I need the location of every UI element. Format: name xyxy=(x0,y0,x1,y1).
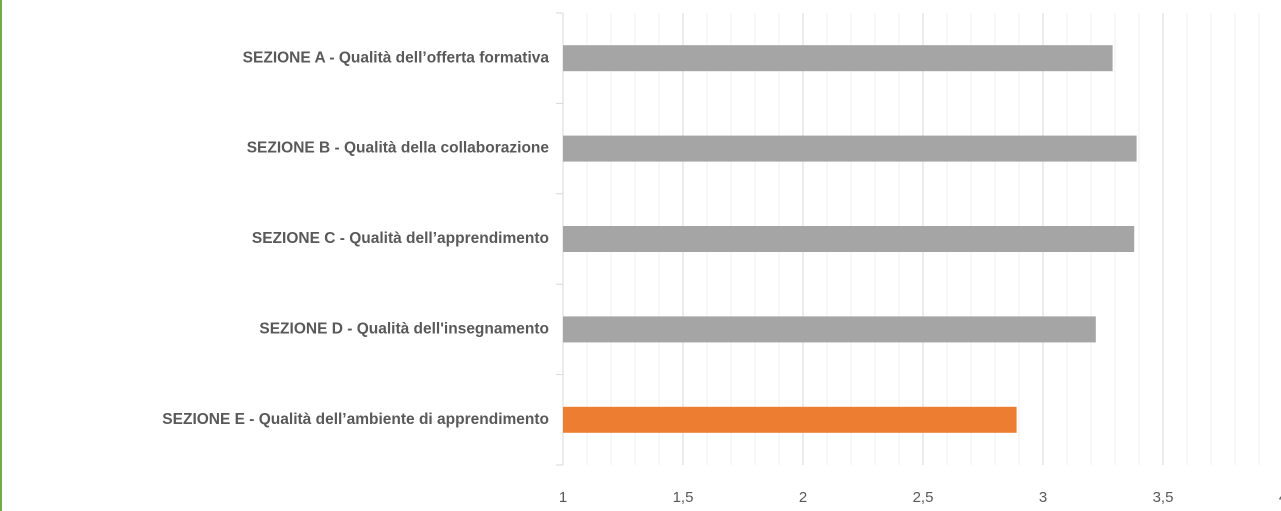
x-tick-label: 1 xyxy=(559,489,567,506)
y-tick-label: SEZIONE C - Qualità dell’apprendimento xyxy=(252,230,549,247)
bar xyxy=(563,45,1113,72)
x-tick-label: 1,5 xyxy=(673,489,694,506)
x-tick-label: 4 xyxy=(1279,489,1281,506)
x-tick-label: 3,5 xyxy=(1153,489,1174,506)
bar xyxy=(563,135,1137,162)
bar xyxy=(563,316,1096,343)
y-tick-label: SEZIONE A - Qualità dell’offerta formati… xyxy=(243,49,550,66)
bar xyxy=(563,406,1017,433)
x-tick-label: 2,5 xyxy=(913,489,934,506)
x-tick-label: 3 xyxy=(1039,489,1047,506)
y-tick-label: SEZIONE D - Qualità dell'insegnamento xyxy=(259,320,549,337)
bar xyxy=(563,226,1135,252)
y-tick-label: SEZIONE B - Qualità della collaborazione xyxy=(247,140,550,157)
x-tick-label: 2 xyxy=(799,489,807,506)
y-tick-label: SEZIONE E - Qualità dell’ambiente di app… xyxy=(162,411,549,428)
frame-edge xyxy=(0,0,2,511)
